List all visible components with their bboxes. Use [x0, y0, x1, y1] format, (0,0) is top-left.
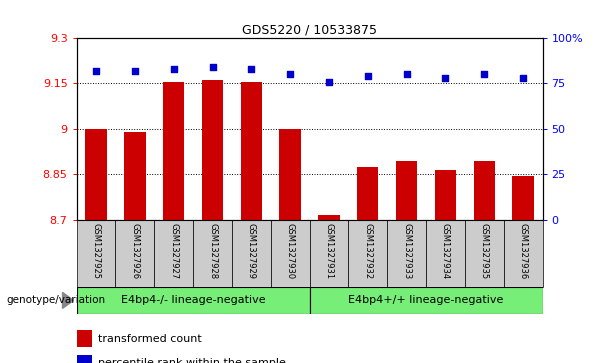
Point — [441, 75, 451, 81]
Bar — [77, 287, 310, 314]
Point — [285, 72, 295, 77]
Bar — [163, 82, 185, 220]
Text: GSM1327926: GSM1327926 — [131, 223, 139, 279]
Text: GSM1327925: GSM1327925 — [91, 223, 101, 279]
Bar — [271, 220, 310, 287]
Polygon shape — [63, 293, 74, 308]
Bar — [115, 220, 154, 287]
Point — [91, 68, 101, 74]
Bar — [474, 160, 495, 220]
Bar — [310, 220, 348, 287]
Bar — [426, 220, 465, 287]
Bar — [348, 220, 387, 287]
Bar — [85, 129, 107, 220]
Bar — [193, 220, 232, 287]
Bar — [310, 287, 543, 314]
Bar — [241, 82, 262, 220]
Text: E4bp4-/- lineage-negative: E4bp4-/- lineage-negative — [121, 295, 265, 305]
Text: GSM1327932: GSM1327932 — [364, 223, 372, 279]
Bar — [77, 220, 115, 287]
Point — [324, 79, 334, 85]
Bar — [512, 176, 534, 220]
Point — [208, 64, 218, 70]
Bar — [396, 160, 417, 220]
Text: GSM1327935: GSM1327935 — [480, 223, 489, 279]
Text: GSM1327929: GSM1327929 — [247, 223, 256, 279]
Bar — [280, 129, 301, 220]
Text: GSM1327928: GSM1327928 — [208, 223, 217, 279]
Bar — [232, 220, 271, 287]
Bar — [465, 220, 504, 287]
Text: GSM1327933: GSM1327933 — [402, 223, 411, 279]
Bar — [124, 132, 145, 220]
Text: transformed count: transformed count — [97, 334, 201, 343]
Point — [169, 66, 178, 72]
Point — [130, 68, 140, 74]
Bar — [435, 170, 456, 220]
Point — [363, 73, 373, 79]
Text: GSM1327931: GSM1327931 — [324, 223, 333, 279]
Point — [246, 66, 256, 72]
Point — [479, 72, 489, 77]
Title: GDS5220 / 10533875: GDS5220 / 10533875 — [242, 24, 377, 37]
Text: GSM1327936: GSM1327936 — [519, 223, 528, 279]
Text: GSM1327934: GSM1327934 — [441, 223, 450, 279]
Text: GSM1327927: GSM1327927 — [169, 223, 178, 279]
Bar — [77, 355, 91, 363]
Point — [518, 75, 528, 81]
Bar — [154, 220, 193, 287]
Bar — [202, 81, 223, 220]
Bar — [318, 215, 340, 220]
Bar — [387, 220, 426, 287]
Bar — [357, 167, 378, 220]
Bar — [504, 220, 543, 287]
Point — [402, 72, 411, 77]
Text: genotype/variation: genotype/variation — [6, 295, 105, 305]
Text: E4bp4+/+ lineage-negative: E4bp4+/+ lineage-negative — [348, 295, 504, 305]
Text: percentile rank within the sample: percentile rank within the sample — [97, 358, 286, 363]
Text: GSM1327930: GSM1327930 — [286, 223, 295, 279]
Bar — [77, 330, 91, 347]
